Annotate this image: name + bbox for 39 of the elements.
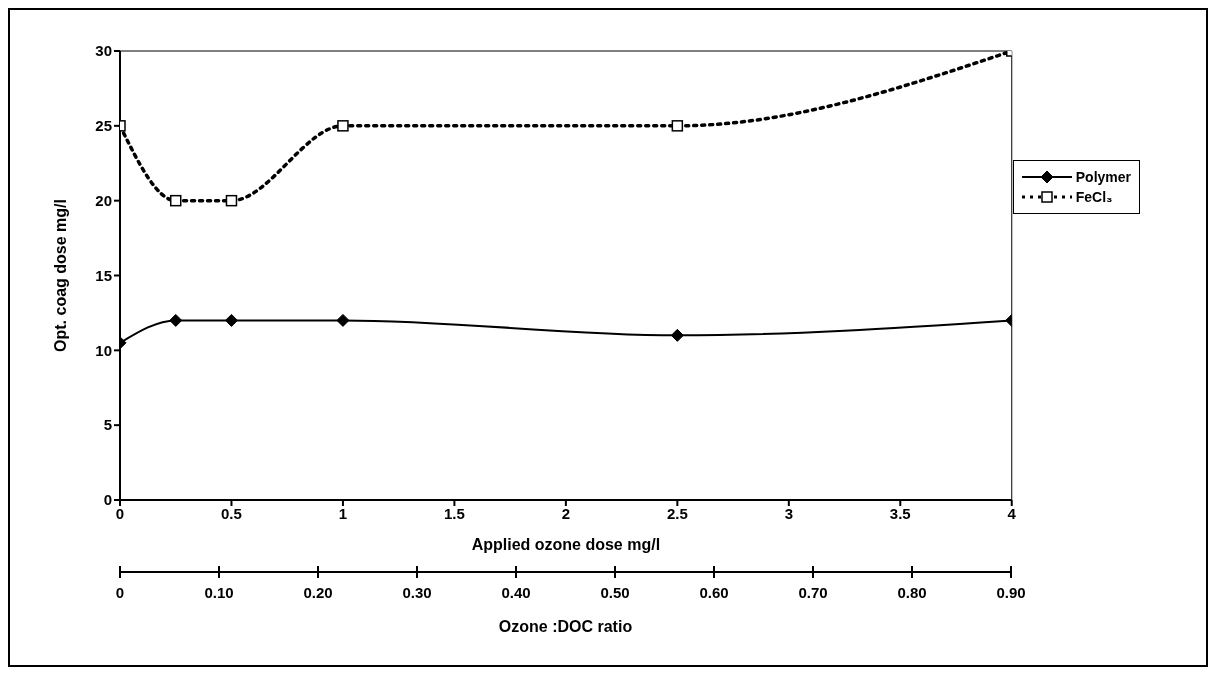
x2-tick-label: 0.30 [402, 584, 432, 601]
x-tick-label: 0 [115, 504, 125, 522]
y-tick-label: 0 [103, 491, 112, 509]
x2-tick-label: 0 [115, 584, 125, 601]
y-tick-label: 10 [95, 341, 112, 359]
point [169, 313, 183, 327]
x2-tick-label: 0.10 [204, 584, 234, 601]
y-tick-label: 5 [103, 416, 112, 434]
x-tick-label: 2 [561, 504, 571, 522]
point [336, 313, 350, 327]
x2-axis-title: Ozone :DOC ratio [498, 618, 633, 635]
point [670, 328, 684, 342]
y-axis-title: Opt. coag dose mg/l [51, 199, 69, 352]
point [671, 120, 684, 132]
x2-tick-label: 0.60 [699, 584, 729, 601]
point [224, 313, 238, 327]
x2-tick-label: 0.70 [798, 584, 828, 601]
x-tick-label: 4 [1007, 504, 1017, 522]
y-tick-label: 15 [95, 266, 112, 284]
point [225, 194, 238, 207]
legend-label: FeCl₃ [1075, 189, 1113, 205]
point [169, 194, 182, 207]
x2-tick-label: 0.40 [501, 584, 531, 601]
x2-tick-label: 0.50 [600, 584, 630, 601]
x-tick-label: 1.5 [443, 504, 465, 522]
legend-label: Polymer [1075, 169, 1131, 185]
x2-tick-label: 0.90 [996, 584, 1026, 601]
x-axis-title: Applied ozone dose mg/l [471, 536, 661, 553]
x2-tick-label: 0.80 [897, 584, 927, 601]
y-tick-label: 25 [95, 117, 112, 135]
x2-tick-label: 0.20 [303, 584, 333, 601]
x-tick-label: 3.5 [889, 504, 911, 522]
y-tick-label: 20 [95, 191, 112, 209]
x-tick-label: 1 [338, 504, 348, 522]
x-tick-label: 0.5 [221, 504, 242, 522]
point [337, 120, 349, 132]
x-tick-label: 2.5 [666, 504, 688, 522]
y-tick-label: 30 [95, 42, 112, 60]
x-tick-label: 3 [784, 504, 793, 522]
